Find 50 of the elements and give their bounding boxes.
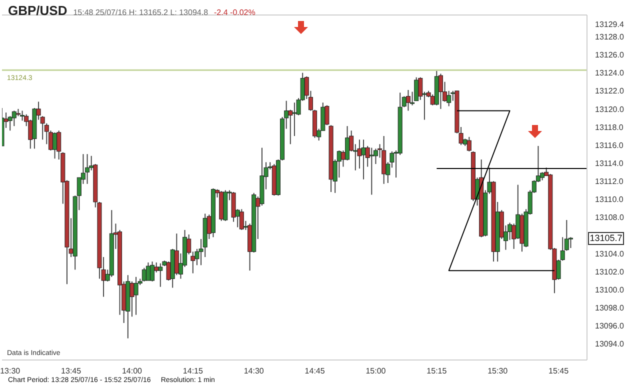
candlestick bbox=[52, 132, 58, 160]
y-tick-label: 13114.0 bbox=[595, 158, 624, 168]
y-tick-label: 13110.0 bbox=[595, 195, 624, 204]
candlestick bbox=[369, 147, 374, 196]
y-tick-label: 13126.0 bbox=[595, 50, 624, 60]
candlestick bbox=[134, 276, 138, 316]
y-tick-label: 13096.0 bbox=[595, 322, 624, 331]
text: 13105.7 bbox=[588, 232, 624, 245]
candlestick bbox=[85, 154, 90, 184]
candlestick bbox=[130, 280, 134, 318]
x-tick-label: 13:30 bbox=[0, 366, 21, 376]
candlestick bbox=[146, 262, 150, 282]
y-tick-label: 13102.0 bbox=[595, 267, 624, 276]
y-tick-label: 13128.0 bbox=[595, 32, 624, 42]
chart-subtitle: 15:48 25/07/16 H: 13165.2 L: 13094.8 bbox=[73, 8, 208, 17]
x-tick-label: 14:45 bbox=[304, 366, 326, 376]
x-tick-label: 15:15 bbox=[426, 366, 448, 376]
candlestick bbox=[406, 89, 410, 112]
candlestick bbox=[174, 233, 179, 276]
candlestick bbox=[414, 76, 419, 102]
y-tick-label: 13104.0 bbox=[595, 249, 624, 258]
candlestick bbox=[150, 261, 155, 282]
candlestick bbox=[142, 267, 146, 282]
candlestick bbox=[239, 208, 244, 230]
y-tick-label: 13100.0 bbox=[595, 285, 624, 294]
chart-title: GBP/USD bbox=[8, 3, 68, 18]
candlestick bbox=[292, 102, 297, 137]
y-tick-label: 13116.0 bbox=[595, 140, 624, 150]
x-tick-label: 14:30 bbox=[244, 366, 264, 376]
y-tick-label: 13120.0 bbox=[595, 104, 624, 114]
annotation: -2.4 -0.02% bbox=[214, 8, 256, 17]
y-tick-label: 13118.0 bbox=[595, 122, 624, 132]
candlestick bbox=[438, 73, 443, 110]
y-tick-label: 13094.0 bbox=[595, 340, 624, 349]
x-tick-label: 15:00 bbox=[366, 366, 386, 376]
x-tick-label: 15:30 bbox=[488, 366, 508, 376]
x-tick-label: 13:45 bbox=[61, 366, 82, 376]
x-tick-label: 14:00 bbox=[122, 366, 143, 376]
candlestick bbox=[382, 136, 386, 184]
x-tick-label: 15:45 bbox=[548, 366, 570, 376]
x-tick-label: 14:15 bbox=[182, 366, 204, 376]
candlestick bbox=[158, 262, 163, 288]
y-tick-label: 13129.4 bbox=[595, 20, 624, 29]
y-tick-label: 13112.0 bbox=[595, 177, 624, 186]
y-tick-label: 13122.0 bbox=[595, 86, 624, 96]
y-tick-label: 13124.0 bbox=[595, 68, 624, 78]
y-tick-label: 13108.0 bbox=[595, 213, 624, 222]
y-tick-label: 13098.0 bbox=[595, 303, 624, 312]
candlestick bbox=[361, 139, 366, 180]
candlestick bbox=[12, 110, 16, 127]
